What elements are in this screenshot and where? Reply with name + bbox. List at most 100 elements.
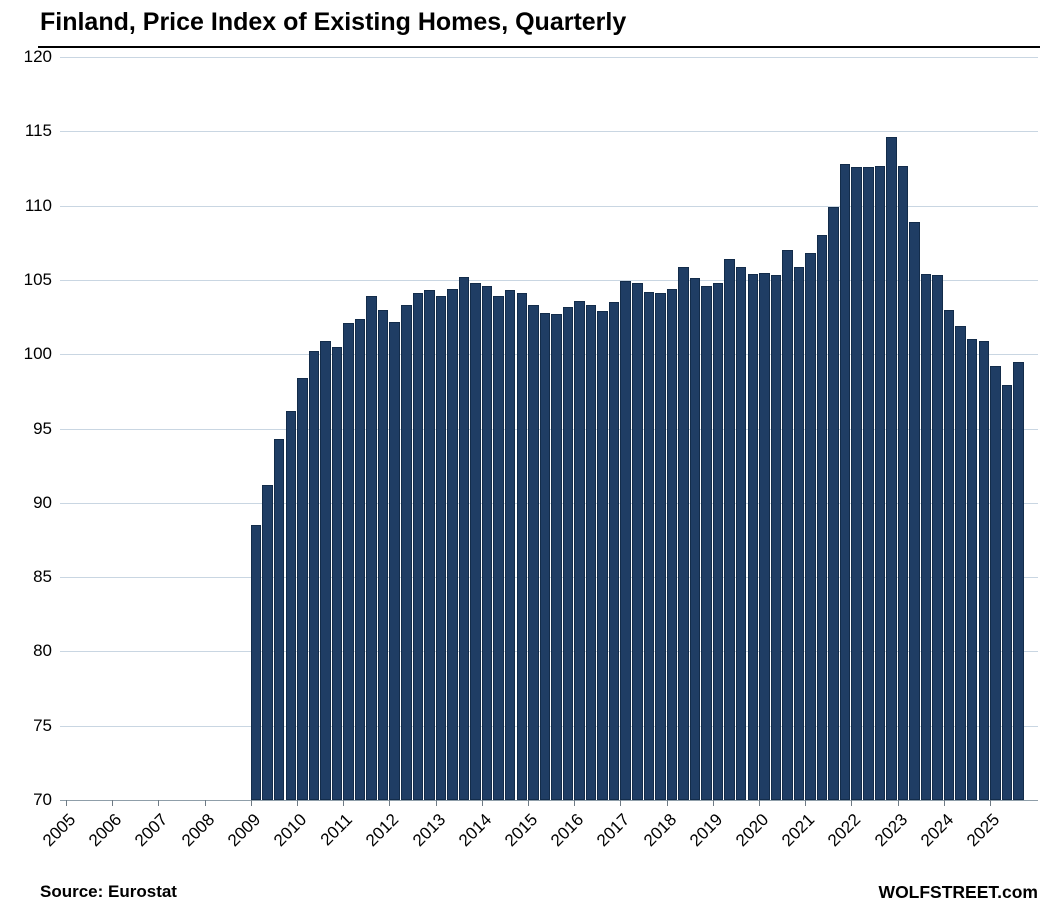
y-axis-tick-label: 100 bbox=[23, 344, 52, 363]
bar bbox=[920, 274, 932, 800]
x-axis-tick bbox=[805, 800, 806, 806]
chart-title: Finland, Price Index of Existing Homes, … bbox=[40, 8, 627, 36]
bar bbox=[851, 167, 862, 800]
bar bbox=[493, 296, 504, 800]
bar bbox=[689, 278, 701, 800]
x-axis-tick bbox=[389, 800, 390, 806]
y-axis-tick-label: 70 bbox=[33, 790, 52, 809]
gridline bbox=[60, 206, 1038, 207]
x-axis-tick bbox=[205, 800, 206, 806]
x-axis-tick bbox=[112, 800, 113, 806]
bar bbox=[909, 221, 920, 800]
x-axis-tick-label: 2023 bbox=[871, 810, 912, 851]
x-axis-tick-label: 2005 bbox=[39, 810, 80, 851]
bar bbox=[273, 438, 285, 800]
x-axis-tick bbox=[898, 800, 899, 806]
bar bbox=[678, 266, 689, 800]
x-axis-tick bbox=[297, 800, 298, 806]
bar bbox=[366, 296, 377, 800]
bar bbox=[320, 340, 331, 800]
x-axis-tick-label: 2008 bbox=[178, 810, 219, 851]
x-axis-tick bbox=[713, 800, 714, 806]
bar bbox=[897, 165, 909, 800]
bar bbox=[539, 312, 550, 800]
y-axis-tick-label: 115 bbox=[24, 121, 52, 140]
x-axis-tick-label: 2006 bbox=[85, 810, 126, 851]
x-axis-tick-label: 2019 bbox=[686, 810, 727, 851]
y-axis-tick-label: 85 bbox=[33, 567, 52, 586]
bar bbox=[747, 274, 758, 800]
x-axis-line bbox=[60, 800, 1038, 801]
bar bbox=[250, 525, 262, 800]
bar bbox=[816, 235, 828, 800]
bar bbox=[343, 323, 354, 800]
x-axis-tick-label: 2020 bbox=[732, 810, 773, 851]
x-axis-tick bbox=[851, 800, 852, 806]
x-axis-tick-label: 2015 bbox=[501, 810, 542, 851]
bar bbox=[412, 293, 423, 800]
x-axis-tick-label: 2025 bbox=[963, 810, 1004, 851]
bar bbox=[331, 346, 343, 800]
bar bbox=[608, 302, 620, 800]
bar bbox=[701, 285, 712, 800]
x-axis-tick bbox=[251, 800, 252, 806]
bar bbox=[562, 306, 574, 800]
x-axis-tick bbox=[574, 800, 575, 806]
x-axis-tick-label: 2012 bbox=[362, 810, 403, 851]
x-axis-tick bbox=[990, 800, 991, 806]
y-axis-tick-label: 90 bbox=[33, 493, 52, 512]
bar bbox=[955, 326, 966, 800]
x-axis-tick bbox=[620, 800, 621, 806]
bar bbox=[551, 314, 562, 800]
x-axis-tick-label: 2016 bbox=[547, 810, 588, 851]
bar bbox=[620, 281, 631, 800]
bar bbox=[978, 340, 989, 800]
bar bbox=[481, 285, 493, 800]
bar bbox=[424, 290, 435, 800]
x-axis-tick-label: 2013 bbox=[409, 810, 450, 851]
bar bbox=[724, 259, 735, 800]
x-axis-tick-label: 2017 bbox=[593, 810, 634, 851]
bar bbox=[793, 266, 805, 800]
x-axis-tick bbox=[759, 800, 760, 806]
bar bbox=[458, 276, 470, 800]
title-underline bbox=[38, 46, 1040, 48]
bar bbox=[759, 272, 770, 800]
bar bbox=[966, 339, 978, 800]
bar bbox=[504, 290, 516, 800]
gridline bbox=[60, 280, 1038, 281]
x-axis-tick bbox=[944, 800, 945, 806]
bar bbox=[585, 305, 597, 800]
bar bbox=[377, 309, 389, 800]
x-axis-tick-label: 2007 bbox=[131, 810, 172, 851]
bar bbox=[666, 288, 678, 800]
bar bbox=[308, 351, 320, 800]
x-axis-tick-label: 2011 bbox=[317, 810, 357, 850]
bar bbox=[516, 293, 527, 800]
bar bbox=[990, 366, 1001, 800]
bar bbox=[863, 167, 874, 800]
bar bbox=[435, 296, 447, 800]
x-axis-tick bbox=[158, 800, 159, 806]
bar bbox=[401, 305, 412, 800]
y-axis-tick-label: 80 bbox=[33, 641, 52, 660]
source-label: Source: Eurostat bbox=[40, 882, 177, 901]
bar bbox=[643, 291, 654, 800]
bar bbox=[770, 275, 782, 800]
bar bbox=[735, 266, 747, 800]
y-axis-tick-label: 120 bbox=[23, 47, 52, 66]
x-axis-tick-label: 2009 bbox=[224, 810, 265, 851]
bar bbox=[886, 137, 897, 800]
x-axis-tick bbox=[528, 800, 529, 806]
gridline bbox=[60, 131, 1038, 132]
bar bbox=[528, 305, 539, 800]
bar bbox=[597, 311, 608, 800]
x-axis-tick-label: 2024 bbox=[917, 810, 958, 851]
x-axis-tick-label: 2021 bbox=[778, 810, 819, 851]
bar bbox=[470, 282, 481, 800]
x-axis-tick-label: 2014 bbox=[455, 810, 496, 851]
bar bbox=[632, 282, 643, 800]
y-axis-tick-label: 95 bbox=[33, 419, 52, 438]
bar bbox=[805, 253, 816, 800]
bar bbox=[285, 410, 296, 800]
